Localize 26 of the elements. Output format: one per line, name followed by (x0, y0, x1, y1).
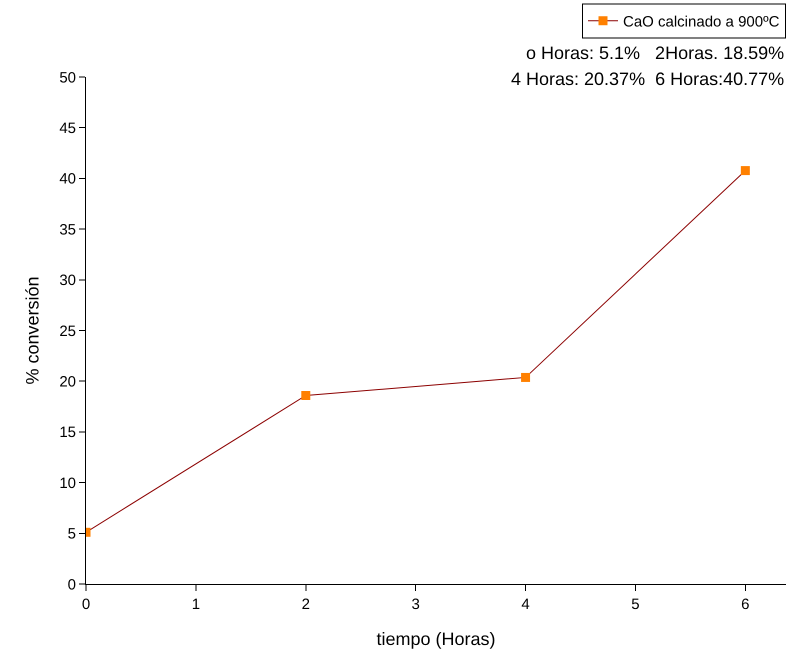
y-tick-label: 35 (59, 221, 76, 238)
x-tick-label: 4 (521, 596, 530, 613)
x-tick-label: 2 (302, 596, 310, 613)
y-tick-label: 30 (59, 272, 76, 290)
x-tick-label: 3 (412, 596, 420, 613)
x-tick-label: 1 (192, 596, 200, 613)
legend-label: CaO calcinado a 900ºC (623, 14, 780, 31)
y-axis-title: % conversión (22, 276, 43, 385)
x-tick-label: 0 (82, 596, 90, 613)
y-tick-label: 25 (59, 322, 76, 340)
y-tick-label: 45 (59, 120, 76, 137)
x-tick-label: 6 (741, 596, 750, 613)
point (740, 166, 750, 176)
y-tick-label: 40 (59, 170, 76, 188)
y-tick-label: 50 (59, 69, 76, 86)
x-tick-label: 5 (631, 596, 640, 613)
point (521, 372, 530, 382)
x-axis-title: tiempo (Horas) (376, 629, 496, 650)
y-tick-label: 5 (68, 526, 76, 543)
point (301, 391, 310, 400)
text: o Horas: 5.1% 2Horas. 18.59% (526, 43, 784, 63)
y-tick-label: 10 (59, 474, 76, 492)
y-tick-label: 0 (68, 576, 76, 594)
annotation: 4 Horas: 20.37% 6 Horas:40.77% (511, 69, 784, 89)
y-tick-label: 15 (59, 424, 76, 442)
y-tick-label: 20 (59, 373, 76, 390)
